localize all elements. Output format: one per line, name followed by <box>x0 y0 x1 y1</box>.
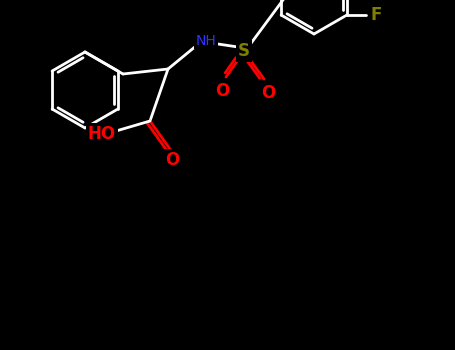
Text: S: S <box>238 42 250 60</box>
Text: O: O <box>165 151 179 169</box>
Text: HO: HO <box>88 125 116 143</box>
Text: O: O <box>215 82 229 100</box>
Text: NH: NH <box>196 34 217 48</box>
Text: F: F <box>370 6 382 24</box>
Text: O: O <box>261 84 275 102</box>
